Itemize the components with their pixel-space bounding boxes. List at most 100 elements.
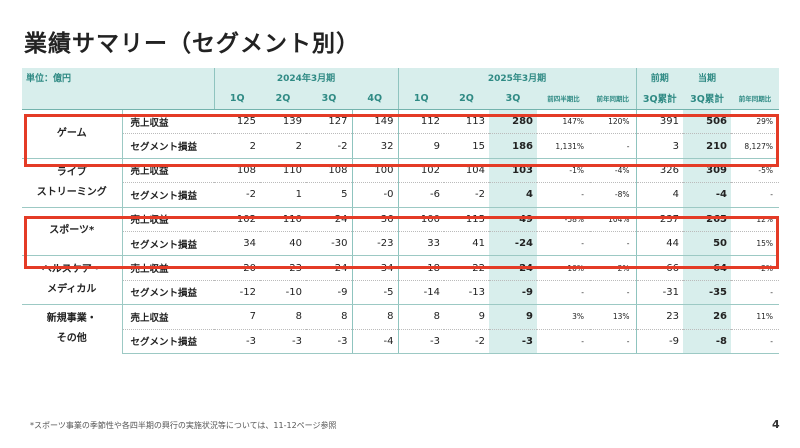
value-cell: 13% [590,304,637,330]
col-header: 3Q [489,87,537,110]
value-cell: 15% [731,230,780,257]
value-cell: 26 [683,304,732,330]
value-cell: 210 [683,133,732,159]
value-cell: 23 [260,255,306,281]
segment-name-line: ストリーミング [36,186,107,198]
value-cell: 2% [590,255,637,281]
value-cell: 391 [635,108,684,134]
value-cell: -5% [731,157,780,183]
value-cell: 23 [635,304,684,330]
footnote: *スポーツ事業の季節性や各四半期の興行の実施状況等については、11-12ページ参… [30,421,337,430]
value-cell: 326 [635,157,684,183]
value-cell: -1% [537,157,590,183]
value-cell: -10 [260,279,306,306]
value-cell: 125 [214,108,260,134]
segment-name-line: ヘルスケア・ [41,264,102,276]
value-cell: 9 [489,304,537,330]
value-cell: -8% [590,182,637,208]
value-cell: -3 [397,328,444,354]
table-row: セグメント損益 -12 -10 -9 -5 -14 -13 -9- - -31 -35- [22,279,780,306]
table-row: ヘルスケア・ メディカル 売上収益 20 23 24 34 18 22 24 10% 2% 66 64 -2… [22,255,780,305]
fy2025-header: 2025年3月期 [397,68,637,87]
metric-label: セグメント損益 [121,133,214,159]
value-cell: 50 [683,230,732,257]
value-cell: 29% [731,108,780,134]
value-cell: -13 [444,279,489,306]
value-cell: 32 [351,133,398,159]
value-cell: -23 [351,230,398,257]
value-cell: 10% [537,255,590,281]
value-cell: - [590,230,637,257]
value-cell: -9 [306,279,352,306]
col-header: 3Q累計 [683,87,732,110]
value-cell: -24 [489,230,537,257]
value-cell: - [537,328,590,354]
value-cell: 115 [444,206,489,232]
value-cell: 186 [489,133,537,159]
value-cell: 12% [731,206,780,232]
value-cell: -2 [444,328,489,354]
table-row: ゲーム 売上収益 125 139 127 149 112 113 280 147% 120% 391 5… [22,108,780,159]
value-cell: - [590,133,637,159]
value-cell: 127 [306,108,352,134]
col-header: 2Q [444,87,489,110]
value-cell: 147% [537,108,590,134]
value-cell: -2 [214,182,260,208]
table-row: セグメント損益 34 40 -30 -23 33 41 -24- -44 50 15% [22,230,780,257]
segment-name: 新規事業・ その他 [22,304,122,354]
value-cell: 110 [260,157,306,183]
value-cell: - [731,328,780,354]
value-cell: 24 [489,255,537,281]
segment-name: スポーツ* [22,206,122,256]
value-cell: 3% [537,304,590,330]
metric-label: セグメント損益 [121,182,214,208]
col-header: 前年同期比 [590,87,637,110]
value-cell: 1 [260,182,306,208]
table-row: ライブ ストリーミング 売上収益 108 110 108 100 102 104 103 -1% -4… [22,157,780,208]
value-cell: 103 [489,157,537,183]
segment-name-line: スポーツ* [49,225,95,237]
col-header: 前年同期比 [731,87,780,110]
value-cell: -2 [306,133,352,159]
value-cell: 9 [397,133,444,159]
segment-name-line: メディカル [47,284,97,296]
metric-label: 売上収益 [121,255,214,281]
value-cell: 2 [260,133,306,159]
value-cell: 265 [683,206,732,232]
value-cell: 8 [260,304,306,330]
value-cell: 110 [260,206,306,232]
value-cell: 506 [683,108,732,134]
value-cell: 113 [444,108,489,134]
value-cell: 108 [214,157,260,183]
table-row: セグメント損益 2 2 -2 32 9 15 186 1,131% -3 210 8,127% [22,133,780,159]
col-header: 2Q [260,87,306,110]
curr-period-header: 当期 [683,68,732,87]
value-cell: -2% [731,255,780,281]
value-cell: -8 [683,328,732,354]
value-cell: -31 [635,279,684,306]
fy2024-header: 2024年3月期 [213,68,398,87]
col-header: 1Q [397,87,444,110]
page-number: 4 [772,418,780,431]
header-row-years: 単位：億円 2024年3月期 2025年3月期 前期 当期 [22,68,780,87]
value-cell: 100 [351,157,398,183]
value-cell: 102 [397,157,444,183]
value-cell: 8 [397,304,444,330]
value-cell: 15 [444,133,489,159]
table-row: スポーツ* 売上収益 102 110 24 36 100 115 49 -58% 104% 237 26… [22,206,780,256]
value-cell: 40 [260,230,306,257]
segment-name: ライブ ストリーミング [22,157,122,208]
value-cell: 4 [635,182,684,208]
value-cell: -3 [260,328,306,354]
segment-name-line: ゲーム [56,127,87,139]
value-cell: 120% [590,108,637,134]
metric-label: 売上収益 [121,304,214,330]
value-cell: 34 [351,255,398,281]
segment-name: ゲーム [22,109,122,159]
col-header: 3Q累計 [635,87,684,110]
value-cell: - [537,182,590,208]
value-cell: 149 [351,108,398,134]
value-cell: -4 [683,182,732,208]
metric-label: 売上収益 [121,206,214,232]
metric-label: セグメント損益 [121,279,214,306]
